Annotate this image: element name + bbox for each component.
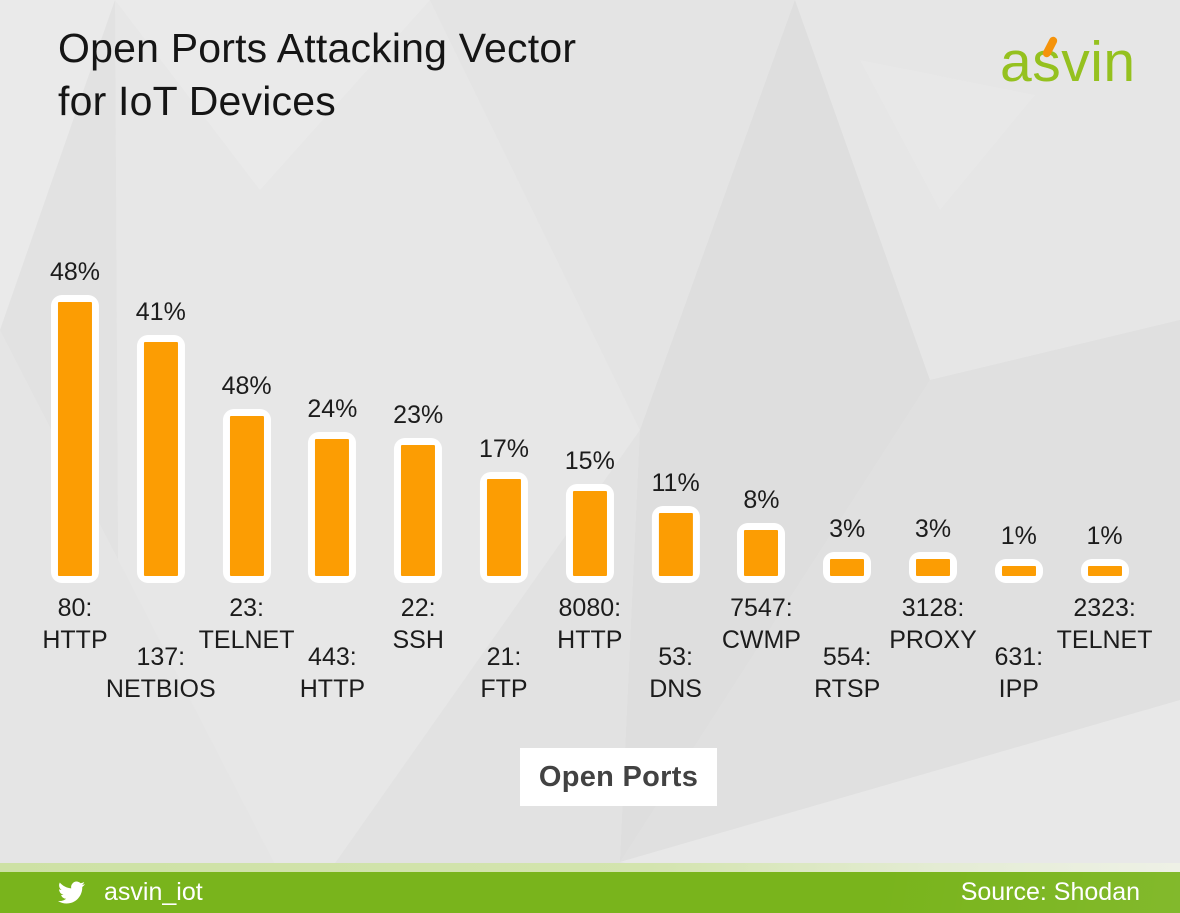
bar-group: 8%: [737, 486, 786, 583]
bar-fill: [744, 530, 779, 576]
bar-pill: [50, 295, 99, 583]
bar-group: 17%: [479, 435, 529, 583]
bar-value-label: 1%: [1000, 522, 1037, 550]
bar-pill: [308, 432, 357, 583]
twitter-bird-icon: [58, 881, 85, 904]
bar-fill: [572, 490, 607, 576]
footer: asvin_iot Source: Shodan: [0, 872, 1180, 913]
bar-value-label: 11%: [651, 469, 700, 498]
bar-group: 24%: [307, 395, 357, 583]
bar-group: 15%: [564, 446, 615, 583]
bar-group: 11%: [652, 469, 700, 583]
bar-pill: [651, 506, 700, 583]
bar-fill: [401, 444, 436, 576]
source-credit: Source: Shodan: [960, 878, 1140, 906]
bar-fill: [229, 416, 264, 576]
bar-value-label: 48%: [221, 372, 272, 401]
bar-group: 3%: [909, 515, 957, 583]
bar-value-label: 1%: [1086, 522, 1123, 550]
bar-pill: [136, 335, 185, 583]
bar-pill: [222, 409, 271, 583]
bar-value-label: 8%: [743, 486, 780, 515]
bar-fill: [830, 558, 865, 576]
page-title: Open Ports Attacking Vector for IoT Devi…: [58, 22, 576, 128]
asvin-logo: asvin: [1000, 34, 1136, 91]
x-axis-title: Open Ports: [520, 748, 717, 806]
bar-value-label: 3%: [914, 514, 952, 543]
bar-fill: [315, 439, 350, 576]
bar-value-label: 41%: [135, 298, 186, 327]
bar-pill: [909, 551, 957, 583]
bar-group: 1%: [994, 522, 1043, 583]
bar-group: 1%: [1080, 522, 1129, 583]
bar-group: 48%: [50, 258, 100, 583]
bar-value-label: 24%: [307, 395, 358, 424]
bar-value-label: 17%: [478, 435, 530, 464]
bar-fill: [1001, 566, 1036, 576]
bar-fill: [486, 479, 521, 576]
logo-text: asvin: [1000, 30, 1136, 94]
bar-pill: [994, 559, 1043, 583]
bar-pill: [565, 483, 614, 583]
bar-group: 23%: [393, 401, 443, 583]
bar-pill: [737, 523, 786, 583]
bar-fill: [1087, 566, 1122, 576]
bar-value-label: 48%: [49, 258, 101, 287]
bar-chart: 48% 41% 48% 24% 23% 17% 15% 11% 8% 3% 3% 1% 1%: [0, 240, 1180, 583]
bar-value-label: 23%: [393, 400, 444, 429]
bar-fill: [658, 513, 693, 576]
bar-group: 3%: [823, 514, 872, 583]
bar-fill: [57, 302, 92, 576]
page-title-line-1: Open Ports Attacking Vector: [58, 25, 577, 71]
bar-pill: [823, 551, 872, 583]
bar-pill: [1080, 559, 1129, 583]
bar-value-label: 3%: [829, 514, 866, 543]
twitter-handle: asvin_iot: [104, 878, 203, 906]
bar-value-label: 15%: [564, 446, 615, 475]
bar-pill: [394, 437, 443, 583]
bar-group: 41%: [136, 298, 186, 583]
page-title-line-2: for IoT Devices: [58, 78, 336, 124]
bar-group: 48%: [222, 372, 272, 583]
footer-accent-strip: [0, 863, 1180, 872]
bar-fill: [916, 558, 950, 576]
bar-fill: [143, 342, 178, 576]
bar-pill: [479, 472, 528, 583]
